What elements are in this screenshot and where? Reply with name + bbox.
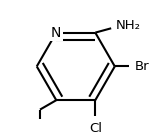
- Text: Cl: Cl: [89, 122, 102, 135]
- Text: Br: Br: [135, 60, 150, 73]
- Text: N: N: [51, 26, 61, 40]
- Text: NH₂: NH₂: [116, 19, 140, 32]
